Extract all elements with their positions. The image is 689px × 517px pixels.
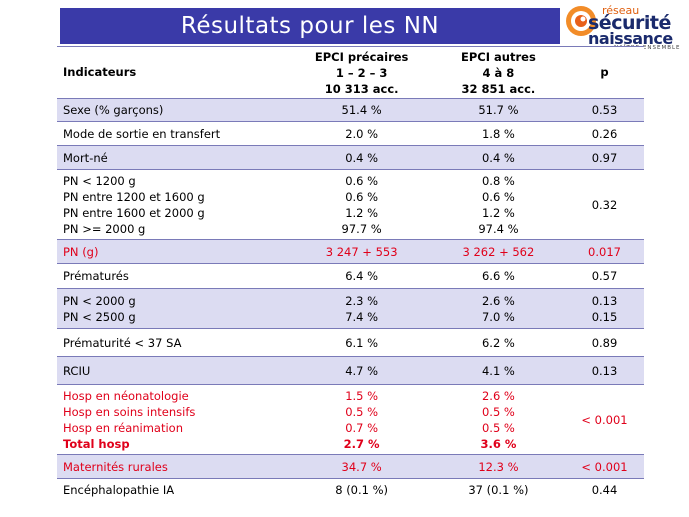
table-row: Mode de sortie en transfert 2.0 % 1.8 % …: [57, 121, 644, 146]
reseau-securite-naissance-logo: réseau sécurité naissance NAÎTRE ENSEMBL…: [564, 2, 686, 51]
header-indicateurs: Indicateurs: [57, 46, 292, 99]
logo-text-reseau: réseau: [602, 4, 640, 17]
header-epci-autres: EPCI autres 4 à 8 32 851 acc.: [431, 46, 565, 99]
table-row: Encéphalopathie IA 8 (0.1 %) 37 (0.1 %) …: [57, 478, 644, 502]
header-epci-precaires: EPCI précaires 1 – 2 – 3 10 313 acc.: [291, 46, 432, 99]
table-row: Prématurité < 37 SA 6.1 % 6.2 % 0.89: [57, 328, 644, 357]
header-p: p: [565, 46, 644, 99]
table-row: Hosp en néonatologie Hosp en soins intens…: [57, 384, 644, 455]
logo-swirl-icon: [566, 6, 596, 36]
table-row: PN (g) 3 247 + 553 3 262 + 562 0.017: [57, 239, 644, 264]
table-row: RCIU 4.7 % 4.1 % 0.13: [57, 356, 644, 385]
slide-title: Résultats pour les NN: [60, 8, 560, 44]
results-table: Indicateurs EPCI précaires 1 – 2 – 3 10 31…: [57, 46, 644, 502]
table-row: Sexe (% garçons) 51.4 % 51.7 % 0.53: [57, 98, 644, 122]
table-row: Mort-né 0.4 % 0.4 % 0.97: [57, 145, 644, 170]
logo-text-naissance: naissance: [588, 29, 673, 48]
table-row: Prématurés 6.4 % 6.6 % 0.57: [57, 263, 644, 289]
table-row: PN < 2000 g PN < 2500 g 2.3 % 7.4 % 2.6 % 7…: [57, 288, 644, 329]
table-row: Maternités rurales 34.7 % 12.3 % < 0.001: [57, 454, 644, 479]
logo-text-tagline: NAÎTRE ENSEMBLE: [614, 45, 681, 51]
logo-text-securite: sécurité: [588, 12, 671, 34]
table-row: PN < 1200 g PN entre 1200 et 1600 g PN ent…: [57, 169, 644, 240]
table-header-row: Indicateurs EPCI précaires 1 – 2 – 3 10 31…: [57, 46, 644, 99]
